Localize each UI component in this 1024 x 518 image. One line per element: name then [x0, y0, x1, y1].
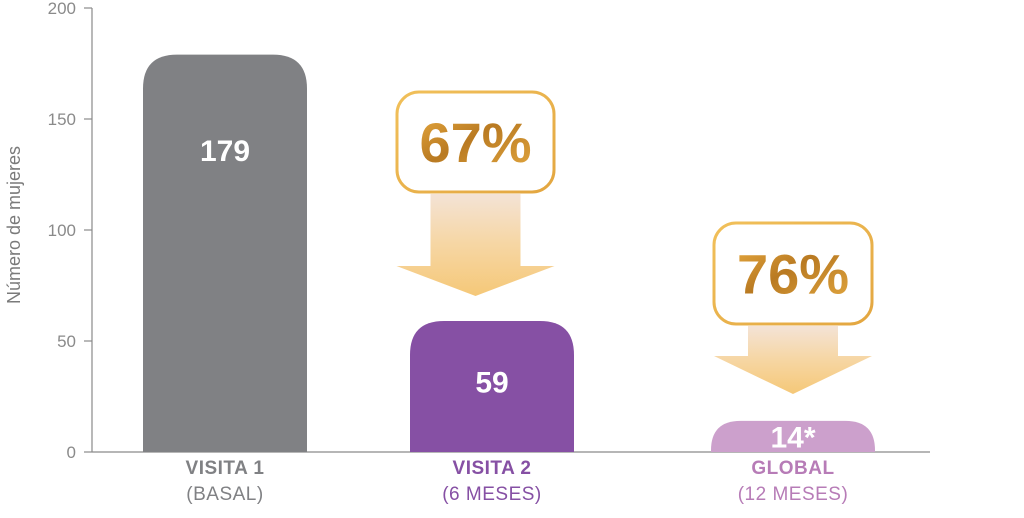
y-tick-label: 150 [48, 110, 76, 129]
category-label: VISITA 1 [186, 458, 265, 479]
reduction-callout-box [395, 90, 556, 194]
reduction-callout-box [712, 221, 874, 326]
category-sublabel: (12 MESES) [738, 484, 849, 505]
category-label: VISITA 2 [453, 458, 532, 479]
reduction-percent-label: 76% [737, 243, 849, 306]
bar-value-label: 179 [200, 135, 250, 168]
reduction-percent-label: 67% [419, 111, 531, 174]
bar-value-label: 14* [770, 421, 815, 454]
y-tick-label: 200 [48, 0, 76, 18]
y-tick-label: 100 [48, 221, 76, 240]
y-tick-label: 50 [57, 332, 76, 351]
bar [711, 420, 875, 452]
y-tick-label: 0 [67, 443, 76, 462]
category-sublabel: (6 MESES) [442, 484, 542, 505]
down-arrow-icon [396, 194, 555, 296]
bar [410, 321, 574, 452]
y-axis-title: Número de mujeres [4, 146, 24, 304]
category-label: GLOBAL [751, 458, 834, 479]
category-sublabel: (BASAL) [186, 484, 263, 505]
bar [143, 54, 307, 453]
bar-value-label: 59 [475, 366, 508, 399]
down-arrow-icon [714, 326, 872, 394]
